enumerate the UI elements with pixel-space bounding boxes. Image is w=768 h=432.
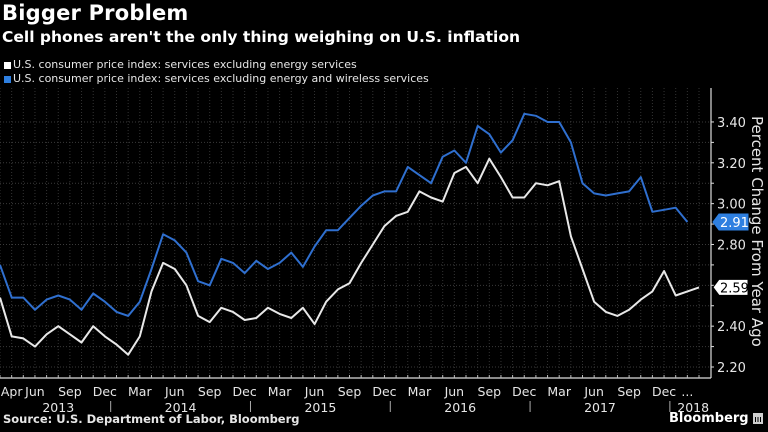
bloomberg-logo: Bloomberg xyxy=(669,411,763,426)
legend-label-white: U.S. consumer price index: services excl… xyxy=(13,58,357,71)
x-tick-label: Sep xyxy=(58,384,82,399)
legend-swatch-blue xyxy=(4,75,11,83)
series-line-blue xyxy=(0,112,689,317)
y-tick-label: 2.40 xyxy=(717,320,746,335)
chart-icon xyxy=(752,413,763,424)
x-tick-label: Mar xyxy=(268,384,292,399)
x-tick-label: Dec xyxy=(652,384,676,399)
y-tick-label: 2.20 xyxy=(717,361,746,376)
chart-subtitle: Cell phones aren't the only thing weighi… xyxy=(2,28,521,46)
y-tick-label: 3.40 xyxy=(717,116,746,131)
x-tick-label: Jun xyxy=(164,384,185,399)
x-tick-label: Jun xyxy=(444,384,465,399)
x-tick-label: Jun xyxy=(304,384,325,399)
last-value-label-white: 2.59 xyxy=(720,281,749,296)
last-value-label-blue: 2.91 xyxy=(720,216,749,231)
legend-item-white: U.S. consumer price index: services excl… xyxy=(4,58,429,72)
legend-item-blue: U.S. consumer price index: services excl… xyxy=(4,72,429,86)
y-tick-label: 2.80 xyxy=(717,238,746,253)
grid xyxy=(0,88,711,378)
x-year-label: 2014 xyxy=(165,400,197,415)
x-tick-label: Mar xyxy=(128,384,152,399)
x-tick-label: Dec xyxy=(233,384,257,399)
x-year-label: 2018 xyxy=(677,400,709,415)
legend: U.S. consumer price index: services excl… xyxy=(4,58,429,86)
last-value-tag-blue xyxy=(712,213,749,231)
last-value-tag-white xyxy=(712,278,749,296)
axes xyxy=(0,88,714,379)
legend-label-blue: U.S. consumer price index: services excl… xyxy=(13,72,429,85)
x-tick-label: Dec xyxy=(512,384,536,399)
series-lines xyxy=(0,112,700,356)
x-tick-label: Dec xyxy=(372,384,396,399)
x-tick-label: ... xyxy=(681,384,693,399)
y-tick-label: 3.20 xyxy=(717,157,746,172)
x-year-label: 2017 xyxy=(584,400,616,415)
x-tick-label: Sep xyxy=(338,384,362,399)
x-tick-label: Sep xyxy=(198,384,222,399)
axis-labels: 2.20 2.40 2.80 3.00 3.20 3.40 Percent Change F… xyxy=(1,116,766,415)
x-year-label: 2016 xyxy=(444,400,476,415)
x-tick-label: Apr xyxy=(1,384,23,399)
y-axis-title: Percent Change From Year Ago xyxy=(748,116,766,347)
source-note: Source: U.S. Department of Labor, Bloomb… xyxy=(3,412,300,426)
x-tick-label: Jun xyxy=(24,384,45,399)
x-tick-label: Mar xyxy=(408,384,432,399)
x-tick-label: Dec xyxy=(93,384,117,399)
x-tick-label: Sep xyxy=(478,384,502,399)
series-line-white xyxy=(0,157,700,356)
x-tick-label: Jun xyxy=(583,384,604,399)
x-tick-label: Sep xyxy=(617,384,641,399)
legend-swatch-white xyxy=(4,61,11,69)
x-tick-label: Mar xyxy=(547,384,571,399)
brand-text: Bloomberg xyxy=(669,411,749,426)
chart-title: Bigger Problem xyxy=(2,1,189,25)
x-year-label: 2013 xyxy=(42,400,74,415)
y-tick-label: 3.00 xyxy=(717,198,746,213)
x-year-label: 2015 xyxy=(304,400,336,415)
